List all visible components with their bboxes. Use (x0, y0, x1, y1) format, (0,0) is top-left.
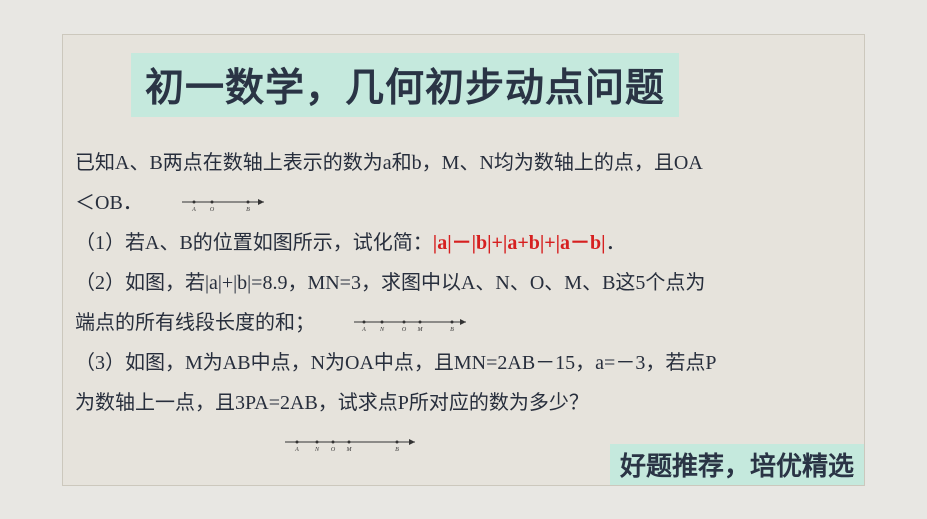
svg-text:A: A (191, 207, 196, 212)
svg-text:B: B (246, 207, 250, 212)
svg-text:N: N (379, 327, 385, 332)
footer-text: 好题推荐，培优精选 (620, 452, 854, 481)
svg-text:O: O (402, 327, 407, 332)
q1-expression: |a|－|b|+|a+b|+|a－b| (433, 232, 606, 254)
intro-line-1: 已知A、B两点在数轴上表示的数为a和b，M、N均为数轴上的点，且OA (75, 143, 855, 183)
svg-text:N: N (314, 447, 320, 452)
intro-line-2: ＜OB． A O B (75, 183, 855, 223)
diagram-3: A N O M B (281, 436, 421, 452)
svg-text:M: M (346, 447, 353, 452)
diagram-2: A N O M B (350, 316, 470, 332)
diagram-1: A O B (178, 196, 268, 212)
question-1: （1）若A、B的位置如图所示，试化简：|a|－|b|+|a+b|+|a－b|． (75, 223, 855, 263)
footer-banner: 好题推荐，培优精选 (610, 444, 864, 485)
svg-text:B: B (395, 447, 399, 452)
svg-text:O: O (331, 447, 336, 452)
svg-text:M: M (417, 327, 424, 332)
question-3-line-2: 为数轴上一点，且3PA=2AB，试求点P所对应的数为多少？ (75, 383, 855, 423)
svg-text:A: A (361, 327, 366, 332)
svg-text:A: A (294, 447, 299, 452)
problem-body: 已知A、B两点在数轴上表示的数为a和b，M、N均为数轴上的点，且OA ＜OB． … (75, 143, 855, 463)
question-3-line-1: （3）如图，M为AB中点，N为OA中点，且MN=2AB－15，a=－3，若点P (75, 343, 855, 383)
svg-text:O: O (210, 207, 215, 212)
question-2-line-2: 端点的所有线段长度的和； A N O M B (75, 303, 855, 343)
title-banner: 初一数学，几何初步动点问题 (131, 53, 679, 117)
content-panel: 初一数学，几何初步动点问题 已知A、B两点在数轴上表示的数为a和b，M、N均为数… (62, 34, 865, 486)
title-text: 初一数学，几何初步动点问题 (145, 67, 665, 110)
question-2-line-1: （2）如图，若|a|+|b|=8.9，MN=3，求图中以A、N、O、M、B这5个… (75, 263, 855, 303)
svg-text:B: B (450, 327, 454, 332)
